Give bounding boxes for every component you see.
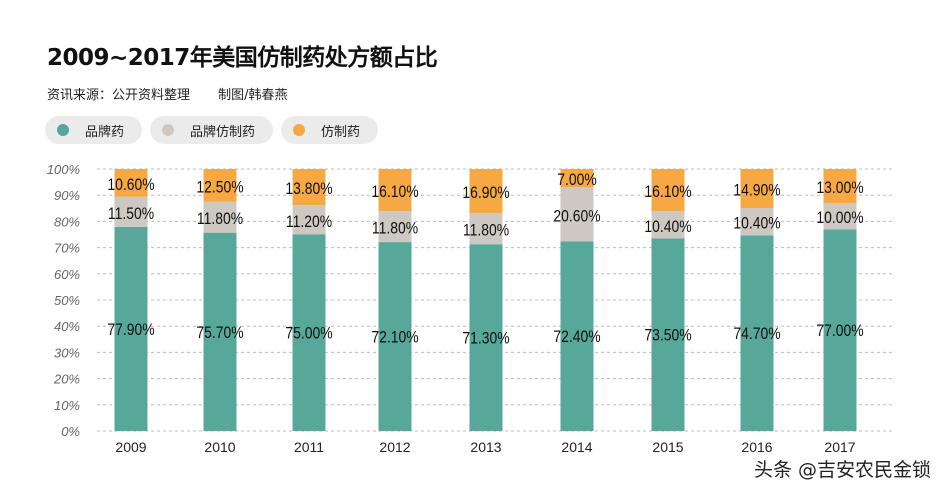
x-tick-label: 2013 xyxy=(470,439,501,455)
bar-segment xyxy=(378,242,412,431)
author-text: 制图/韩春燕 xyxy=(218,88,288,103)
x-tick-label: 2011 xyxy=(294,439,324,455)
data-label: 72.40% xyxy=(553,328,600,347)
legend-label: 品牌药 xyxy=(85,124,125,140)
y-tick-label: 60% xyxy=(54,267,80,282)
bar-segment xyxy=(469,213,503,245)
bar-segment xyxy=(203,169,237,202)
bar-segment xyxy=(560,169,594,188)
data-label: 75.70% xyxy=(196,324,243,343)
y-tick-label: 40% xyxy=(54,319,80,334)
data-label: 10.60% xyxy=(107,176,154,195)
chart-title: 2009~2017年美国仿制药处方额占比 xyxy=(47,45,438,71)
bar-segment xyxy=(114,169,148,197)
bar-segment xyxy=(469,244,503,431)
data-label: 11.80% xyxy=(197,210,243,229)
bar-segment xyxy=(292,205,326,235)
data-label: 73.50% xyxy=(644,326,691,345)
x-tick-label: 2015 xyxy=(652,439,683,455)
legend: 品牌药 品牌仿制药 仿制药 xyxy=(45,116,379,144)
y-tick-label: 90% xyxy=(54,188,80,203)
bar-segment xyxy=(651,238,685,431)
bar-segment xyxy=(203,201,237,233)
legend-swatch xyxy=(162,124,175,136)
bar-segment xyxy=(651,211,685,239)
legend-item: 仿制药 xyxy=(281,116,379,144)
data-label: 77.00% xyxy=(816,322,863,341)
bar-segment xyxy=(823,229,857,431)
bar-segment xyxy=(823,203,857,230)
bar-segment xyxy=(292,169,326,206)
data-label: 10.00% xyxy=(816,209,863,228)
bar-segment xyxy=(378,211,412,243)
x-tick-label: 2014 xyxy=(561,439,592,455)
watermark: 头条 @吉安农民金锁 xyxy=(753,459,931,481)
x-tick-label: 2016 xyxy=(741,439,772,455)
data-label: 7.00% xyxy=(557,171,597,190)
y-tick-label: 20% xyxy=(53,372,80,387)
legend-label: 品牌仿制药 xyxy=(190,124,256,140)
chart-subtitle: 资讯来源：公开资料整理 制图/韩春燕 xyxy=(47,84,312,103)
source-text: 资讯来源：公开资料整理 xyxy=(47,88,191,103)
data-label: 11.50% xyxy=(108,205,154,224)
data-label: 16.10% xyxy=(644,183,691,202)
x-tick-label: 2009 xyxy=(115,439,146,455)
bar-segment xyxy=(292,234,326,431)
bar-segment xyxy=(114,196,148,227)
data-label: 11.20% xyxy=(286,213,332,232)
y-tick-label: 30% xyxy=(54,345,80,360)
y-tick-label: 10% xyxy=(54,398,80,413)
data-label: 16.90% xyxy=(462,184,509,203)
data-label: 11.80% xyxy=(372,219,418,238)
data-label: 12.50% xyxy=(196,178,243,197)
legend-item: 品牌仿制药 xyxy=(150,116,274,144)
bar-segment xyxy=(651,169,685,212)
data-label: 11.80% xyxy=(463,222,509,241)
x-tick-label: 2010 xyxy=(204,439,235,455)
y-tick-label: 100% xyxy=(47,162,80,177)
bar-segment xyxy=(203,232,237,431)
y-tick-label: 70% xyxy=(54,241,80,256)
bar-segment xyxy=(560,241,594,431)
bar-segment xyxy=(114,226,148,431)
data-label: 20.60% xyxy=(553,207,600,226)
x-tick-label: 2012 xyxy=(379,439,410,455)
legend-swatch xyxy=(57,124,69,136)
bar-segment xyxy=(740,208,774,236)
x-tick-label: 2017 xyxy=(824,439,855,455)
data-label: 13.00% xyxy=(816,179,863,198)
y-tick-label: 0% xyxy=(61,424,80,439)
data-label: 74.70% xyxy=(733,325,780,344)
bar-segment xyxy=(740,169,774,209)
bar-segment xyxy=(740,235,774,431)
data-label: 77.90% xyxy=(107,321,154,340)
bar-segment xyxy=(469,169,503,214)
y-tick-label: 80% xyxy=(54,214,80,229)
data-label: 16.10% xyxy=(371,183,418,202)
legend-item: 品牌药 xyxy=(45,116,143,144)
data-label: 10.40% xyxy=(733,214,780,233)
data-label: 71.30% xyxy=(462,329,509,348)
data-label: 13.80% xyxy=(285,180,332,199)
data-label: 75.00% xyxy=(285,325,332,344)
bar-segment xyxy=(560,187,594,242)
data-label: 10.40% xyxy=(644,218,691,237)
legend-label: 仿制药 xyxy=(321,124,361,140)
legend-swatch xyxy=(293,124,306,136)
y-tick-label: 50% xyxy=(54,293,80,308)
data-label: 14.90% xyxy=(733,181,780,200)
bar-segment xyxy=(378,169,412,212)
bar-segment xyxy=(823,169,857,204)
data-label: 72.10% xyxy=(371,328,418,347)
